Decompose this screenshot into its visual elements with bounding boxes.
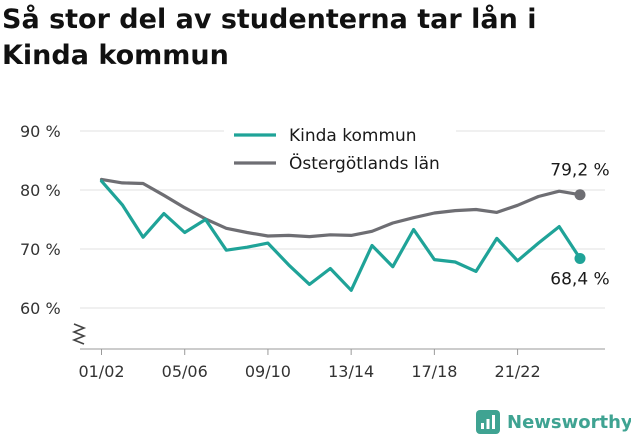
chart-title: Så stor del av studenterna tar lån i Kin… [2,2,627,74]
newsworthy-logo-icon [476,410,500,434]
legend: Kinda kommun Östergötlands län [224,122,456,180]
end-label-kinda: 68,4 % [550,269,609,289]
x-tick-label: 21/22 [495,362,541,381]
newsworthy-brand: Newsworthy [476,408,631,436]
y-tick-label: 70 % [20,240,61,259]
y-axis-break [71,323,87,345]
series-line [99,179,582,292]
y-tick-label: 60 % [20,299,61,318]
chart-title-line-1: Så stor del av studenterna tar lån i [2,4,537,35]
x-tick-label: 13/14 [328,362,374,381]
series-lines [99,177,586,292]
series-line [99,177,582,239]
brand-name: Newsworthy [507,411,631,433]
legend-label: Östergötlands län [289,152,440,174]
legend-background [224,122,456,180]
axis-break-icon [71,323,87,345]
series-end-point [574,189,586,201]
end-label-ostergotland: 79,2 % [550,161,609,181]
x-tick-label: 05/06 [162,362,208,381]
x-axis: 01/02 05/06 09/10 13/14 17/18 21/22 [78,348,605,381]
series-end-point [574,252,586,264]
legend-label: Kinda kommun [289,126,417,146]
x-tick-label: 01/02 [78,362,124,381]
end-labels: 79,2 % 68,4 % [550,161,609,290]
y-tick-label: 80 % [20,181,61,200]
y-tick-label: 90 % [20,122,61,141]
x-tick-label: 09/10 [245,362,291,381]
y-axis-tick-labels: 60 % 70 % 80 % 90 % [20,122,61,318]
chart-title-line-2: Kinda kommun [2,40,229,71]
x-tick-label: 17/18 [411,362,457,381]
